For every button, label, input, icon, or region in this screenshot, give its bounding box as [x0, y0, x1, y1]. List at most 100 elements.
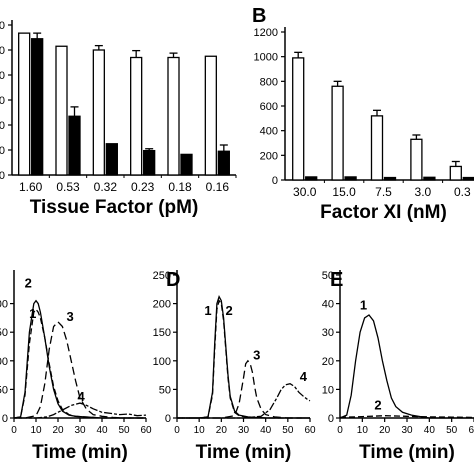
y-tick-label: 50	[0, 384, 8, 396]
bar	[462, 176, 474, 181]
y-tick-label: 1200	[254, 27, 278, 39]
x-tick-label: 60	[304, 425, 316, 436]
x-tick-label: 0.3	[454, 185, 471, 199]
bar	[68, 115, 81, 176]
curve-label: 1	[29, 306, 36, 321]
y-tick-label: 50	[322, 270, 334, 282]
x-tick-label: 50	[118, 425, 130, 436]
y-tick-label: 20	[322, 356, 334, 368]
y-tick-label: 800	[0, 70, 5, 82]
panel-label-b: B	[252, 5, 266, 27]
bar	[344, 176, 357, 181]
y-tick-label: 200	[0, 299, 8, 311]
x-axis-title: Tissue Factor (pM)	[30, 197, 199, 218]
y-tick-label: 100	[153, 356, 171, 368]
series-2-line	[177, 295, 310, 419]
bar	[18, 32, 31, 176]
x-tick-label: 20	[216, 425, 228, 436]
y-tick-label: 600	[260, 101, 278, 113]
x-tick-label: 40	[260, 425, 272, 436]
curve-label: 4	[77, 389, 85, 404]
x-tick-label: 30	[401, 425, 413, 436]
x-tick-label: 1.60	[19, 180, 43, 194]
series-1-line	[177, 299, 310, 419]
y-tick-label: 40	[322, 299, 334, 311]
x-tick-label: 20	[52, 425, 64, 436]
y-tick-label: 1000	[0, 45, 5, 57]
curve-label: 2	[225, 303, 232, 318]
y-tick-label: 30	[322, 327, 334, 339]
bar	[92, 49, 105, 176]
bar	[204, 55, 217, 176]
y-tick-label: 250	[153, 270, 171, 282]
x-tick-label: 0	[337, 425, 343, 436]
chart-panel-b: 0 200 400 600 800 1000 1200 30.0 15.0 7.5 3.0 0.3 Fa…	[254, 27, 474, 223]
y-tick-label: 1000	[254, 52, 278, 64]
y-tick-label: 0	[2, 413, 8, 425]
bar	[31, 38, 44, 176]
bar	[410, 138, 423, 181]
x-tick-label: 3.0	[415, 185, 432, 199]
x-tick-label: 50	[446, 425, 458, 436]
curve-label: 3	[253, 348, 260, 363]
curve-label: 3	[66, 309, 73, 324]
curve-label: 1	[204, 303, 211, 318]
x-tick-label: 0.32	[94, 180, 118, 194]
x-tick-label: 60	[468, 425, 474, 436]
x-tick-label: 40	[424, 425, 436, 436]
y-tick-label: 10	[322, 384, 334, 396]
y-tick-label: 400	[260, 126, 278, 138]
curve-label: 2	[374, 397, 381, 412]
series-2-line	[13, 299, 146, 419]
x-tick-label: 0.53	[56, 180, 80, 194]
x-tick-label: 10	[357, 425, 369, 436]
x-tick-label: 30.0	[293, 185, 317, 199]
x-tick-label: 15.0	[332, 185, 356, 199]
y-tick-label: 200	[260, 150, 278, 162]
x-axis-title: Time (min)	[359, 442, 455, 463]
x-tick-label: 10	[194, 425, 206, 436]
y-tick-label: 150	[153, 327, 171, 339]
chart-panel-d: 0 50 100 150 200 250 0 10 20 30 40 50 60 1 2 3 4 Time (mi…	[153, 270, 316, 463]
y-tick-label: 200	[0, 145, 5, 157]
y-tick-label: 0	[272, 175, 278, 187]
bar	[105, 143, 118, 176]
bar	[423, 176, 436, 181]
x-tick-label: 0.18	[168, 180, 192, 194]
x-tick-label: 60	[140, 425, 152, 436]
curve-label: 1	[360, 297, 367, 312]
y-tick-label: 100	[0, 356, 8, 368]
curve-label: 4	[300, 369, 308, 384]
x-tick-label: 30	[238, 425, 250, 436]
x-tick-label: 0.16	[206, 180, 230, 194]
y-tick-label: 150	[0, 327, 8, 339]
y-tick-label: 50	[159, 384, 171, 396]
x-axis-title: Factor XI (nM)	[320, 202, 447, 223]
series-3-line	[177, 359, 310, 419]
curve-label: 2	[25, 276, 32, 291]
bar	[55, 45, 68, 176]
y-tick-label: 0	[0, 170, 5, 182]
series-3-line	[14, 320, 146, 419]
bar	[305, 176, 318, 181]
chart-panel-a: 0 200 400 600 800 1000 1200 1.60 0.53 0.32 0.23 0.1…	[0, 20, 237, 218]
x-tick-label: 0	[11, 425, 17, 436]
bar	[217, 150, 230, 176]
bar	[331, 85, 344, 181]
bar	[292, 57, 305, 181]
chart-panel-c: 0 50 100 150 200 0 10 20 30 40 50 60 1 2 3 4 Time (min)	[0, 270, 152, 463]
y-tick-label: 200	[153, 299, 171, 311]
y-tick-label: 0	[328, 413, 334, 425]
x-axis-title: Time (min)	[196, 442, 292, 463]
x-tick-label: 0	[174, 425, 180, 436]
bar	[370, 115, 384, 181]
x-tick-label: 30	[74, 425, 86, 436]
series-4-line	[177, 383, 311, 419]
bar	[143, 149, 156, 176]
y-tick-label: 1200	[0, 20, 5, 32]
bar	[449, 165, 462, 181]
series-2-line	[339, 415, 474, 419]
bar	[180, 153, 193, 176]
x-tick-label: 7.5	[375, 185, 392, 199]
